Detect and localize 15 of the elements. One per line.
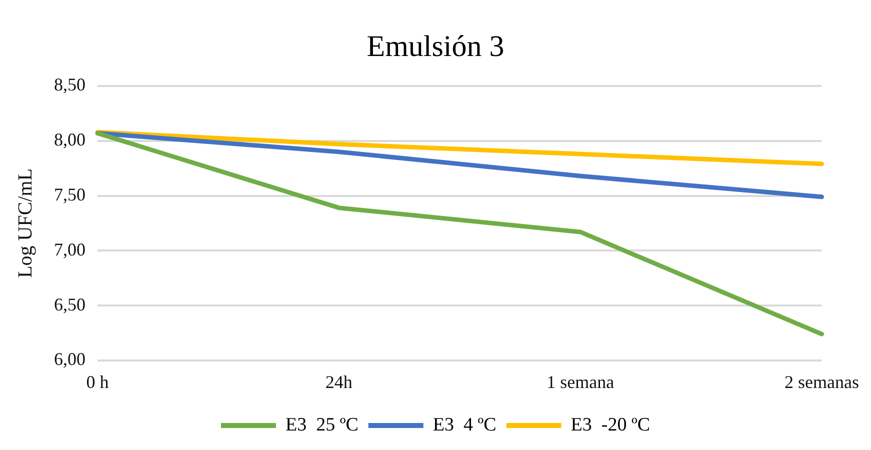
- chart-title: Emulsión 3: [366, 30, 504, 63]
- legend-label: E3 25 ºC: [285, 414, 358, 436]
- y-tick-label: 7,00: [54, 239, 86, 260]
- x-tick-label: 2 semanas: [784, 372, 860, 392]
- legend-label: E3 4 ºC: [432, 414, 496, 436]
- y-tick-label: 6,50: [54, 294, 86, 314]
- legend-label: E3 -20 ºC: [570, 414, 650, 436]
- x-tick-label: 0 h: [86, 372, 109, 392]
- x-tick-label: 24h: [325, 372, 352, 392]
- y-tick-label: 7,50: [54, 184, 86, 204]
- y-tick-label: 8,00: [54, 130, 86, 150]
- y-tick-label: 6,00: [54, 349, 86, 370]
- x-tick-label: 1 semana: [546, 372, 614, 392]
- y-tick-label: 8,50: [54, 74, 86, 95]
- y-axis-title: Log UFC/mL: [14, 168, 36, 278]
